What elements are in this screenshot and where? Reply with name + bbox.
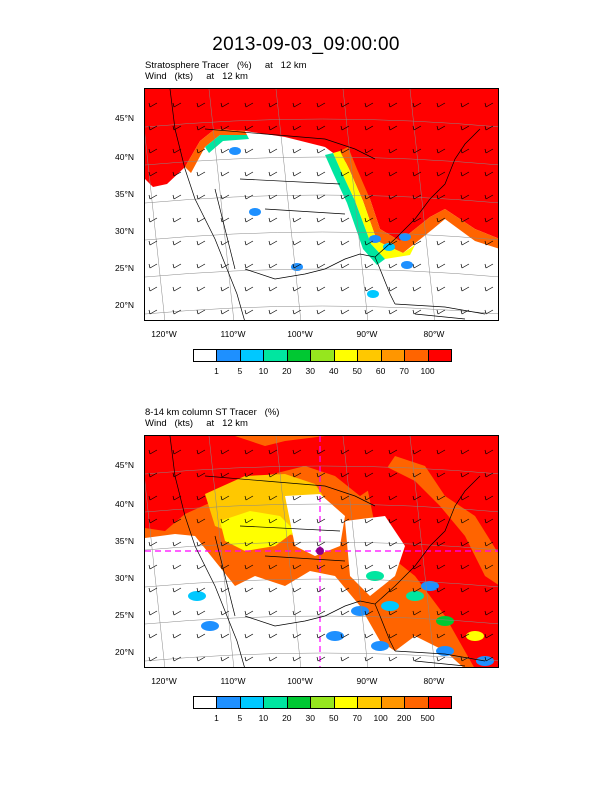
colorbar-level-label: 20 — [282, 713, 292, 723]
colorbar-swatch — [310, 349, 335, 362]
map-canvas — [145, 89, 498, 320]
colorbar-level-label: 30 — [305, 713, 315, 723]
panel2-title-line2: Wind (kts) at 12 km — [145, 418, 248, 429]
lat-tick-label: 25°N — [115, 610, 134, 620]
lon-tick-label: 90°W — [356, 329, 378, 339]
colorbar-level-label: 60 — [375, 366, 386, 376]
colorbar-level-label: 70 — [352, 713, 362, 723]
colorbar-level-label: 50 — [352, 366, 362, 376]
colorbar-swatch — [357, 349, 382, 362]
lon-tick-label: 80°W — [423, 329, 445, 339]
colorbar-level-label: 20 — [282, 366, 292, 376]
panel1-colorbar: 1 5 10 20 30 40 50 60 70 100 — [193, 349, 452, 376]
lon-tick-label: 110°W — [220, 676, 246, 686]
colorbar-level-label: 5 — [237, 366, 243, 376]
lon-tick-label: 100°W — [287, 329, 313, 339]
colorbar-swatch — [216, 349, 241, 362]
colorbar-level-label: 1 — [214, 713, 219, 723]
lon-tick-label: 120°W — [151, 329, 177, 339]
lon-tick-label: 120°W — [151, 676, 177, 686]
colorbar-swatch — [380, 696, 406, 709]
colorbar-swatch — [427, 696, 452, 709]
colorbar-swatch — [263, 696, 288, 709]
lat-tick-label: 35°N — [115, 189, 134, 199]
lon-tick-label: 100°W — [287, 676, 313, 686]
panel2-title: 8-14 km column ST Tracer (%) Wind (kts) … — [145, 407, 279, 429]
colorbar-level-label: 10 — [258, 713, 269, 723]
lat-tick-label: 40°N — [115, 152, 134, 162]
panel1-title-line1: Stratosphere Tracer (%) at 12 km — [145, 60, 307, 71]
lat-tick-label: 45°N — [115, 113, 134, 123]
lat-tick-label: 20°N — [115, 300, 134, 310]
lon-tick-label: 110°W — [220, 329, 246, 339]
colorbar-swatch — [427, 349, 452, 362]
colorbar-swatch — [239, 696, 265, 709]
column-st-tracer-map — [144, 435, 499, 668]
colorbar-level-label: 30 — [305, 366, 315, 376]
lat-tick-label: 20°N — [115, 647, 134, 657]
colorbar-swatch — [310, 696, 335, 709]
lat-tick-label: 30°N — [115, 573, 134, 583]
panel1-title: Stratosphere Tracer (%) at 12 km Wind (k… — [145, 60, 307, 82]
colorbar-swatch — [357, 696, 382, 709]
page-title: 2013-09-03_09:00:00 — [212, 34, 400, 55]
colorbar-swatch — [333, 349, 359, 362]
colorbar-level-label: 50 — [328, 713, 339, 723]
lat-tick-label: 40°N — [115, 499, 134, 509]
colorbar-swatch — [263, 349, 288, 362]
lat-tick-label: 25°N — [115, 263, 134, 273]
lat-tick-label: 45°N — [115, 460, 134, 470]
lon-tick-label: 90°W — [356, 676, 378, 686]
colorbar-level-label: 70 — [399, 366, 409, 376]
colorbar-swatch — [380, 349, 406, 362]
colorbar-level-label: 200 — [396, 713, 412, 723]
colorbar-swatch — [333, 696, 359, 709]
panel2-title-line1: 8-14 km column ST Tracer (%) — [145, 407, 280, 418]
colorbar-swatch — [216, 696, 241, 709]
panel2-colorbar: 1 5 10 20 30 50 70 100 200 500 — [193, 696, 452, 723]
colorbar-level-label: 1 — [214, 366, 219, 376]
lon-tick-label: 80°W — [423, 676, 445, 686]
stratosphere-tracer-map — [144, 88, 499, 321]
lat-tick-label: 35°N — [115, 536, 134, 546]
colorbar-level-label: 5 — [237, 713, 243, 723]
colorbar-level-label: 100 — [373, 713, 388, 723]
colorbar-swatch — [193, 349, 218, 362]
tracer-high-region — [145, 89, 498, 241]
colorbar-swatch — [286, 349, 312, 362]
panel1-title-line2: Wind (kts) at 12 km — [145, 71, 248, 82]
map-canvas — [145, 436, 498, 667]
lat-tick-label: 30°N — [115, 226, 134, 236]
colorbar-swatch — [286, 696, 312, 709]
colorbar-level-label: 100 — [420, 366, 435, 376]
colorbar-level-label: 40 — [328, 366, 339, 376]
colorbar-swatch — [193, 696, 218, 709]
colorbar-level-label: 10 — [258, 366, 269, 376]
colorbar-swatch — [404, 349, 429, 362]
location-marker — [316, 547, 324, 555]
colorbar-level-label: 500 — [420, 713, 435, 723]
colorbar-swatch — [239, 349, 265, 362]
colorbar-swatch — [404, 696, 429, 709]
